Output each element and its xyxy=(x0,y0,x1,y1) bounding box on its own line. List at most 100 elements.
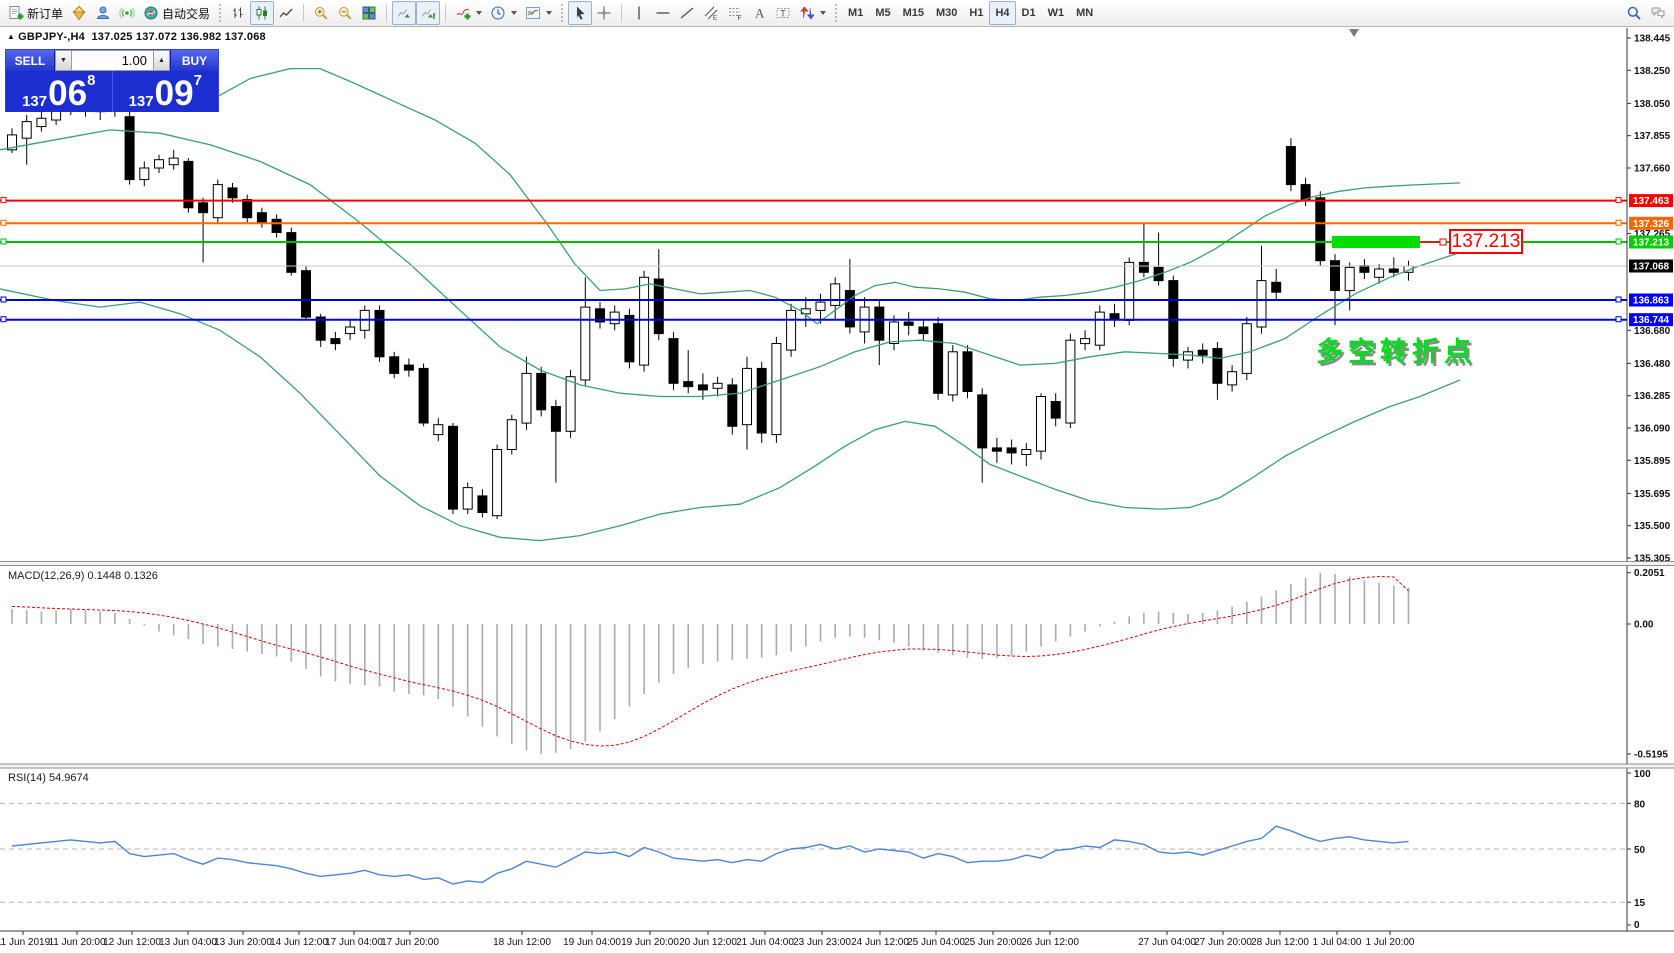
rsi-pane[interactable]: 100 80 50 15 0 RSI(14) 54.9674 xyxy=(0,769,1651,931)
tf-m30-button[interactable]: M30 xyxy=(930,1,963,25)
chart-shift-button[interactable] xyxy=(416,1,441,25)
tf-m5-button[interactable]: M5 xyxy=(869,1,896,25)
volume-stepper: ▼ 1.00 ▲ xyxy=(55,50,170,71)
tf-m5-button-label: M5 xyxy=(875,7,891,19)
dropdown-arrow-icon[interactable] xyxy=(820,11,827,15)
svg-text:138.050: 138.050 xyxy=(1634,99,1671,110)
svg-text:136.285: 136.285 xyxy=(1634,391,1671,402)
toolbar-drag-handle xyxy=(219,4,222,22)
crosshair-button[interactable] xyxy=(592,1,616,25)
chat-button[interactable] xyxy=(1646,1,1670,25)
svg-text:137.326: 137.326 xyxy=(1633,219,1670,230)
volume-field[interactable]: 1.00 xyxy=(72,50,153,71)
tf-m15-button-label: M15 xyxy=(902,7,924,19)
metaeditor-button[interactable] xyxy=(67,1,91,25)
tf-mn-button[interactable]: MN xyxy=(1070,1,1099,25)
sell-button[interactable]: SELL xyxy=(6,50,55,71)
buy-price[interactable]: 137 09 7 xyxy=(112,71,218,112)
turning-point-annotation: 多空转折点 xyxy=(1316,337,1476,367)
autotrading-button-label: 自动交易 xyxy=(162,6,211,21)
autoscroll-button[interactable] xyxy=(392,1,417,25)
cursor-button[interactable] xyxy=(568,1,593,25)
symbol-arrow-icon: ▲ xyxy=(7,32,16,41)
text-button[interactable]: A xyxy=(747,1,771,25)
tf-w1-button[interactable]: W1 xyxy=(1042,1,1071,25)
channel-icon: E xyxy=(703,5,719,22)
buy-price-prefix: 137 xyxy=(128,93,154,110)
svg-text:19 Jun 20:00: 19 Jun 20:00 xyxy=(621,937,679,948)
svg-text:0: 0 xyxy=(1634,920,1640,931)
tf-m15-button[interactable]: M15 xyxy=(897,1,930,25)
tile-windows-button[interactable] xyxy=(357,1,381,25)
bar-chart-button[interactable] xyxy=(226,1,250,25)
svg-text:136.480: 136.480 xyxy=(1634,359,1671,370)
search-button[interactable] xyxy=(1622,1,1646,25)
signals-button[interactable] xyxy=(115,1,139,25)
new-order-icon xyxy=(8,5,24,21)
dropdown-arrow-icon[interactable] xyxy=(546,11,553,15)
toolbar-separator xyxy=(621,4,623,22)
macd-pane[interactable]: 0.2051 0.00 -0.5195 MACD(12,26,9) 0.1448 0.… xyxy=(8,568,1668,760)
svg-text:15: 15 xyxy=(1634,898,1646,909)
svg-text:25 Jun 04:00: 25 Jun 04:00 xyxy=(907,937,965,948)
symbol-period-label: GBPJPY-,H4 xyxy=(18,31,85,43)
svg-text:0.2051: 0.2051 xyxy=(1634,568,1665,579)
dropdown-arrow-icon[interactable] xyxy=(511,11,518,15)
price-tag-label[interactable]: 137.213 xyxy=(1449,229,1523,254)
hline-button[interactable] xyxy=(651,1,675,25)
tf-d1-button[interactable]: D1 xyxy=(1016,1,1042,25)
svg-text:11 Jun 2019: 11 Jun 2019 xyxy=(0,937,51,948)
volume-up-button[interactable]: ▲ xyxy=(153,50,170,71)
svg-text:13 Jun 20:00: 13 Jun 20:00 xyxy=(214,937,272,948)
shapes-button[interactable] xyxy=(795,1,830,25)
tf-h4-button-label: H4 xyxy=(995,7,1010,19)
search-icon xyxy=(1626,5,1642,21)
buy-button[interactable]: BUY xyxy=(170,50,218,71)
signals-icon xyxy=(119,5,135,21)
svg-text:137.068: 137.068 xyxy=(1633,262,1670,273)
new-order-button[interactable]: 新订单 xyxy=(4,1,67,25)
svg-text:T: T xyxy=(780,9,786,19)
svg-text:25 Jun 20:00: 25 Jun 20:00 xyxy=(964,937,1022,948)
svg-text:138.250: 138.250 xyxy=(1634,66,1671,77)
svg-text:136.863: 136.863 xyxy=(1633,296,1670,307)
templates-button[interactable] xyxy=(521,1,556,25)
label-icon: T xyxy=(775,5,791,21)
indicators-button[interactable] xyxy=(451,1,486,25)
channel-button[interactable]: E xyxy=(699,1,723,25)
macd-signal-line xyxy=(11,575,1409,747)
line-chart-button[interactable] xyxy=(274,1,298,25)
tf-h1-button-label: H1 xyxy=(969,7,984,19)
periods-icon xyxy=(490,5,506,21)
tf-m1-button[interactable]: M1 xyxy=(842,1,869,25)
tf-w1-button-label: W1 xyxy=(1047,7,1065,19)
line-chart-icon xyxy=(278,5,294,21)
profile-button[interactable] xyxy=(91,1,115,25)
sell-price[interactable]: 137 06 8 xyxy=(6,71,113,112)
svg-text:136.090: 136.090 xyxy=(1634,424,1671,435)
svg-text:135.895: 135.895 xyxy=(1634,456,1671,467)
svg-text:MACD(12,26,9) 0.1448 0.1326: MACD(12,26,9) 0.1448 0.1326 xyxy=(8,570,158,582)
cursor-icon xyxy=(572,5,588,21)
vline-button[interactable] xyxy=(627,1,651,25)
text-icon: A xyxy=(751,5,767,21)
volume-down-button[interactable]: ▼ xyxy=(55,50,72,71)
price-axis[interactable]: 138.445 138.250 138.050 137.855 137.660 137.2… xyxy=(1626,28,1673,931)
tile-windows-icon xyxy=(361,5,377,21)
dropdown-arrow-icon[interactable] xyxy=(476,11,483,15)
periods-button[interactable] xyxy=(486,1,521,25)
autotrading-button[interactable]: 自动交易 xyxy=(139,1,214,25)
trendline-button[interactable] xyxy=(675,1,699,25)
svg-text:17 Jun 20:00: 17 Jun 20:00 xyxy=(381,937,439,948)
candlestick-button[interactable] xyxy=(250,1,275,25)
zoom-out-button[interactable] xyxy=(333,1,357,25)
tf-m30-button-label: M30 xyxy=(936,7,958,19)
tf-h4-button[interactable]: H4 xyxy=(989,1,1016,25)
tf-h1-button[interactable]: H1 xyxy=(963,1,989,25)
zoom-in-button[interactable] xyxy=(309,1,333,25)
label-button[interactable]: T xyxy=(771,1,795,25)
fibonacci-button[interactable]: F xyxy=(723,1,747,25)
svg-text:136.680: 136.680 xyxy=(1634,326,1671,337)
